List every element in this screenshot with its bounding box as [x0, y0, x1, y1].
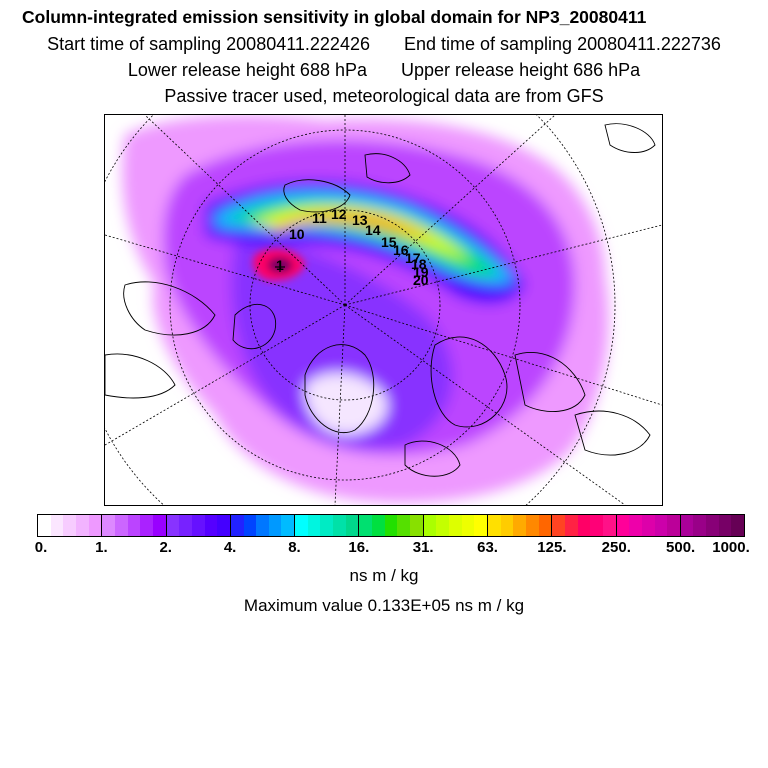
- colorbar-swatch: [75, 515, 89, 536]
- colorbar-swatch: [449, 515, 462, 536]
- colorbar-swatch: [525, 515, 539, 536]
- colorbar-swatch: [268, 515, 282, 536]
- track-label-18: 18: [411, 256, 427, 272]
- colorbar-tick-label: 8.: [288, 539, 301, 556]
- colorbar-swatch: [500, 515, 514, 536]
- colorbar-swatch: [88, 515, 103, 536]
- colorbar-swatch: [641, 515, 655, 536]
- lower-release-label: Lower release height 688 hPa: [127, 60, 367, 80]
- track-label-13: 13: [352, 212, 368, 228]
- colorbar-swatch: [564, 515, 578, 536]
- track-label-17: 17: [405, 250, 421, 266]
- track-label-14: 14: [365, 222, 381, 238]
- colorbar-swatch: [461, 515, 475, 536]
- colorbar-swatch: [345, 515, 360, 536]
- colorbar-swatch: [295, 515, 308, 536]
- colorbar-swatch: [718, 515, 732, 536]
- colorbar-swatch: [706, 515, 719, 536]
- plot-title: Column-integrated emission sensitivity i…: [22, 7, 647, 27]
- colorbar-swatch: [281, 515, 296, 536]
- colorbar-tick-label: 0.: [34, 539, 48, 556]
- colorbar-tick-label: 31.: [412, 539, 434, 556]
- colorbar-swatch: [629, 515, 642, 536]
- colorbar-tick-label: 63.: [477, 539, 498, 556]
- colorbar-swatch: [333, 515, 346, 536]
- colorbar-swatch: [487, 515, 501, 536]
- colorbar-swatch: [243, 515, 257, 536]
- colorbar-swatch: [693, 515, 707, 536]
- colorbar-swatch: [166, 515, 180, 536]
- colorbar-swatch: [384, 515, 398, 536]
- colorbar-swatch: [63, 515, 76, 536]
- colorbar-swatch: [230, 515, 244, 536]
- colorbar-swatch: [474, 515, 488, 536]
- colorbar-swatch: [256, 515, 269, 536]
- end-time-label: End time of sampling 20080411.222736: [403, 34, 721, 54]
- colorbar-swatch: [436, 515, 449, 536]
- colorbar-swatch: [397, 515, 411, 536]
- colorbar-swatch: [372, 515, 385, 536]
- colorbar-tick-label: 250.: [601, 539, 631, 556]
- colorbar-tick-label: 4.: [223, 539, 237, 556]
- colorbar-ticks: 0. 1. 2. 4. 8. 16. 31. 63. 125. 250. 500. 1000.: [0, 539, 768, 559]
- track-label-19: 19: [413, 264, 429, 280]
- colorbar-swatch: [152, 515, 167, 536]
- colorbar-swatch: [654, 515, 668, 536]
- tracer-info: Passive tracer used, meteorological data…: [164, 86, 604, 106]
- release-point-marker: [275, 262, 285, 272]
- colorbar-swatch: [102, 515, 115, 536]
- colorbar-swatch: [667, 515, 681, 536]
- colorbar-swatch: [204, 515, 218, 536]
- sensitivity-field: [122, 115, 609, 503]
- colorbar-swatch: [552, 515, 565, 536]
- colorbar-swatch: [577, 515, 591, 536]
- colorbar-swatch: [602, 515, 617, 536]
- colorbar-swatch: [538, 515, 553, 536]
- track-label-12: 12: [331, 206, 347, 222]
- colorbar-swatch: [680, 515, 694, 536]
- colorbar-swatch: [616, 515, 630, 536]
- colorbar-swatch: [359, 515, 373, 536]
- colorbar-swatch: [307, 515, 321, 536]
- graticule: [105, 115, 662, 505]
- colorbar-swatch: [410, 515, 424, 536]
- colorbar-units: ns m / kg: [349, 566, 419, 585]
- colorbar-swatch: [38, 515, 51, 536]
- colorbar-swatch: [513, 515, 526, 536]
- colorbar-swatch: [590, 515, 603, 536]
- release-heights: Lower release height 688 hPa Upper releas…: [0, 59, 768, 81]
- colorbar: [37, 514, 745, 537]
- colorbar-tick-label: 2.: [159, 539, 172, 556]
- sampling-times: Start time of sampling 20080411.222426 En…: [0, 33, 768, 55]
- colorbar-tick-label: 500.: [666, 539, 696, 556]
- track-label-10: 10: [289, 226, 305, 242]
- maximum-value-label: Maximum value 0.133E+05 ns m / kg: [243, 596, 525, 615]
- colorbar-tick-label: 16.: [348, 539, 370, 556]
- colorbar-swatch: [50, 515, 64, 536]
- colorbar-swatch: [423, 515, 437, 536]
- colorbar-tick-label: 1.: [95, 539, 108, 556]
- colorbar-tick-label: 1000.: [712, 539, 750, 556]
- coastlines: [105, 123, 656, 477]
- track-label-11: 11: [312, 210, 327, 226]
- colorbar-swatch: [731, 515, 745, 536]
- colorbar-swatch: [191, 515, 205, 536]
- colorbar-tick-label: 125.: [537, 539, 567, 556]
- colorbar-swatch: [127, 515, 141, 536]
- track-label-20: 20: [413, 272, 429, 288]
- track-labels: 1 10 11 12 13 14 15 16 17 18 19 20: [276, 206, 429, 288]
- colorbar-swatch: [140, 515, 153, 536]
- sensitivity-map: 1 10 11 12 13 14 15 16 17 18 19 20: [104, 114, 663, 506]
- track-label-16: 16: [393, 242, 409, 258]
- upper-release-label: Upper release height 686 hPa: [401, 60, 641, 80]
- track-label-15: 15: [381, 234, 397, 250]
- colorbar-swatch: [114, 515, 128, 536]
- colorbar-swatch: [320, 515, 334, 536]
- colorbar-swatch: [217, 515, 231, 536]
- start-time-label: Start time of sampling 20080411.222426: [47, 34, 370, 54]
- colorbar-swatch: [179, 515, 192, 536]
